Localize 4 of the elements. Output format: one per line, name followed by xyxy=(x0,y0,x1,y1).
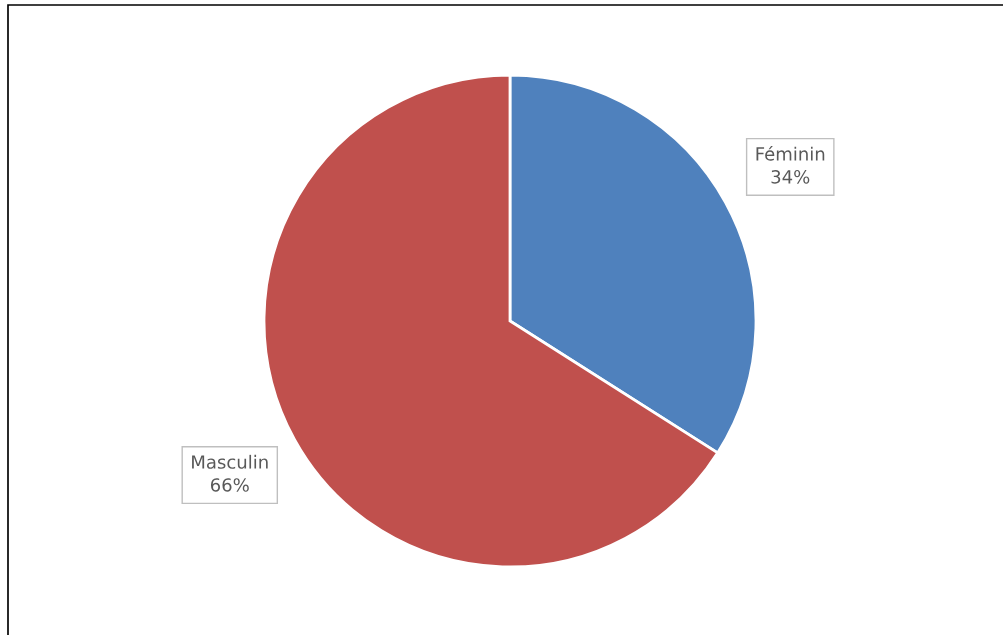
slice-label: Féminin xyxy=(756,145,825,161)
data-label: 34% xyxy=(771,170,810,184)
data-label: 66% xyxy=(210,478,249,492)
slice-label: Masculin xyxy=(192,454,268,469)
